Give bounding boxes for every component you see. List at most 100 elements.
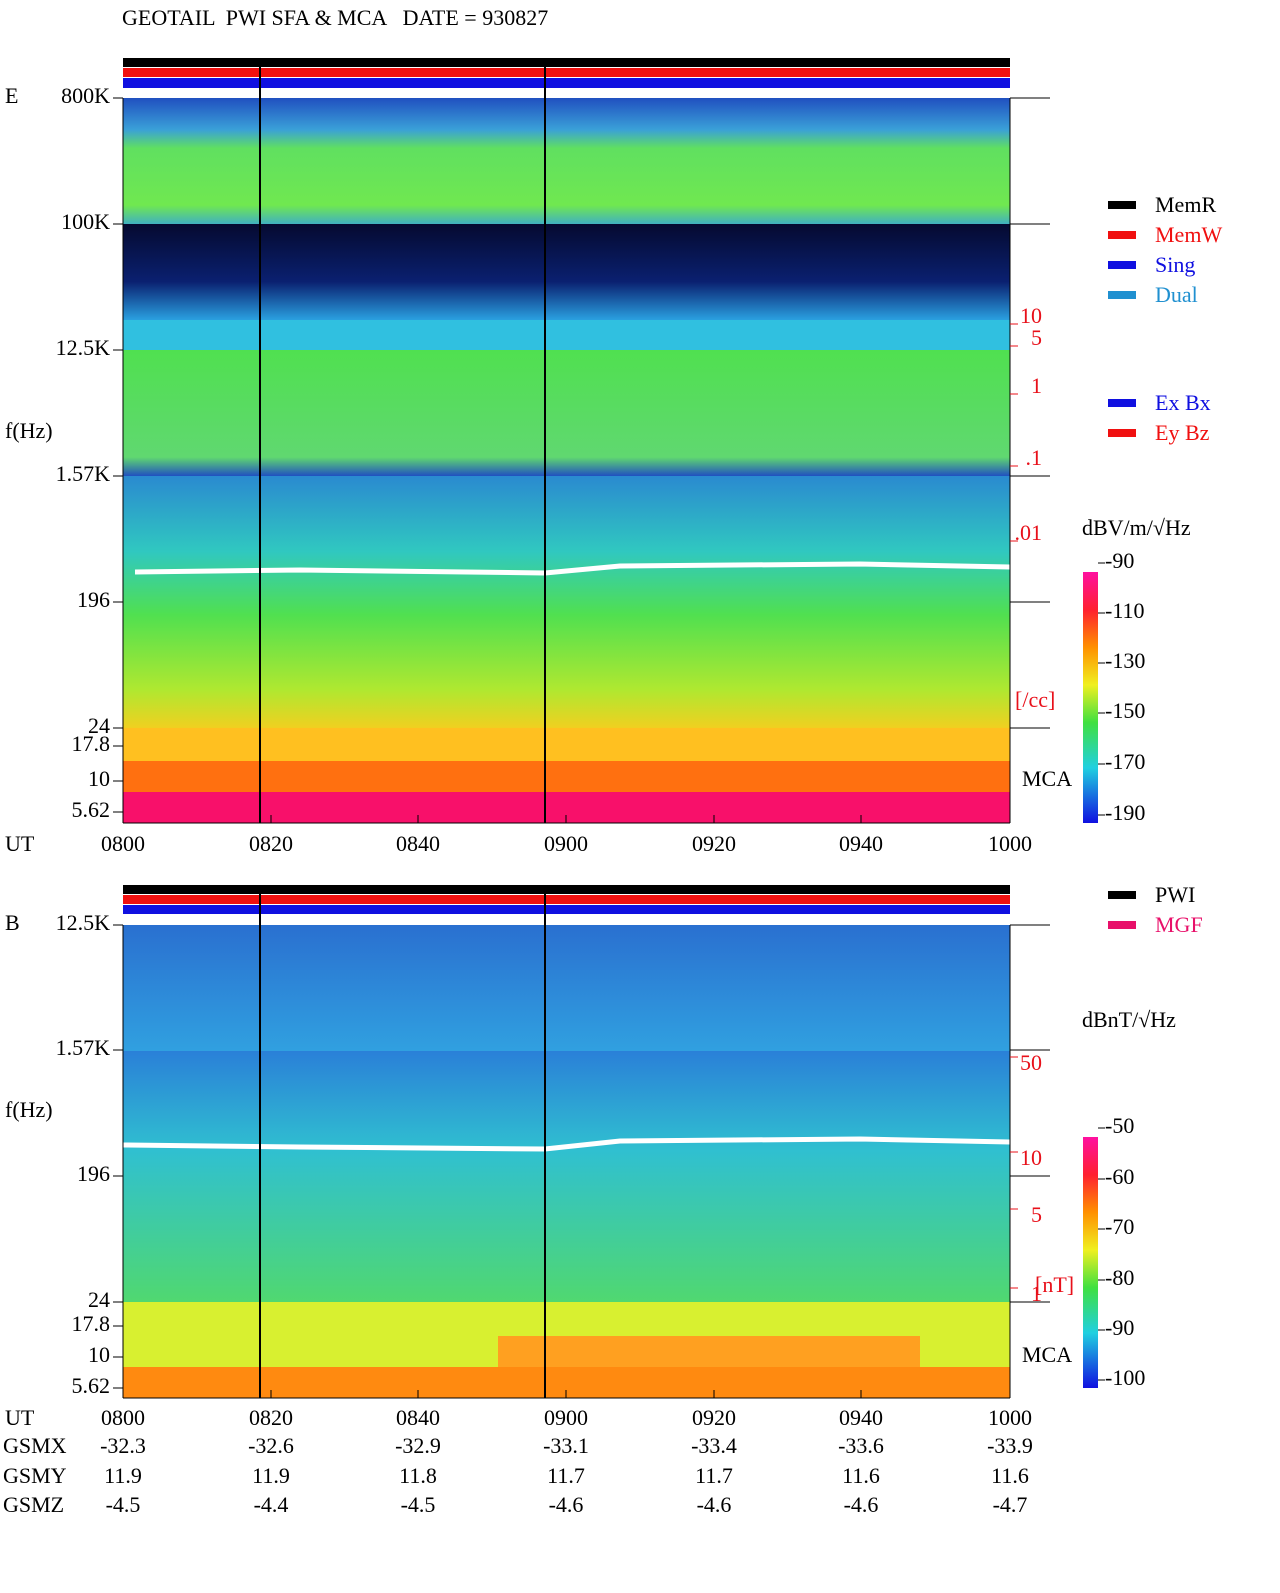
freq-label: 800K [61, 83, 110, 108]
mca-label: MCA [1022, 1342, 1072, 1367]
density-tick-label: .1 [1026, 445, 1043, 470]
legend-swatch [1108, 291, 1136, 299]
freq-label: 1.57K [56, 461, 111, 486]
spectrogram-band [1083, 572, 1098, 823]
time-label: UT [5, 1405, 35, 1430]
mca-label: MCA [1022, 766, 1072, 791]
component-label: Ex Bx [1155, 390, 1211, 415]
trace-line [122, 1136, 1011, 1152]
orbit-value: -32.6 [248, 1433, 294, 1458]
orbit-value: -4.6 [697, 1492, 732, 1517]
freq-label: 17.8 [72, 731, 111, 756]
axis-label: f(Hz) [5, 1097, 53, 1122]
orbit-value: -4.6 [844, 1492, 879, 1517]
freq-label: 24 [88, 713, 110, 738]
colorbar-unit: dBnT/√Hz [1082, 1007, 1176, 1032]
spectrogram-band [123, 98, 1010, 224]
orbit-value: -4.5 [106, 1492, 141, 1517]
freq-label: 5.62 [72, 1373, 111, 1398]
orbit-value: 11.7 [547, 1463, 585, 1488]
legend-label: MemR [1155, 192, 1216, 217]
freq-label: 10 [88, 1342, 110, 1367]
component-label: Ey Bz [1155, 420, 1210, 445]
colorbar-label: -80 [1105, 1265, 1134, 1290]
orbit-value: -4.7 [993, 1492, 1028, 1517]
colorbar-label: -130 [1105, 648, 1145, 673]
orbit-label: GSMY [3, 1463, 67, 1488]
orbit-value: 11.8 [399, 1463, 437, 1488]
density-tick-label: 1 [1031, 373, 1042, 398]
legend-swatch [1108, 231, 1136, 239]
panel-label: E [5, 83, 18, 108]
legend-swatch [1108, 399, 1136, 407]
spectrogram-band [123, 905, 1010, 914]
orbit-value: 11.9 [252, 1463, 290, 1488]
orbit-value: -4.5 [401, 1492, 436, 1517]
legend-label: Dual [1155, 282, 1198, 307]
time-tick-label: 1000 [988, 831, 1032, 856]
field-tick-label: 50 [1020, 1050, 1042, 1075]
freq-label: 100K [61, 209, 110, 234]
colorbar-label: -190 [1105, 800, 1145, 825]
colorbar-label: -70 [1105, 1214, 1134, 1239]
spectrogram-band [123, 728, 1010, 761]
field-tick-label: 5 [1031, 1202, 1042, 1227]
field-tick-label: 1 [1031, 1281, 1042, 1306]
freq-label: 1.57K [56, 1035, 111, 1060]
colorbar-label: -100 [1105, 1365, 1145, 1390]
freq-label: 12.5K [56, 335, 111, 360]
density-unit: [/cc] [1015, 687, 1055, 712]
orbit-value: -33.6 [838, 1433, 884, 1458]
spectrogram-band [123, 78, 1010, 88]
colorbar-label: -60 [1105, 1164, 1134, 1189]
time-tick-label: 0840 [396, 1405, 440, 1430]
colorbar-label: -90 [1105, 1315, 1134, 1340]
legend-swatch [1108, 891, 1136, 899]
colorbar-label: -150 [1105, 698, 1145, 723]
time-tick-label: 0920 [692, 831, 736, 856]
freq-label: 196 [77, 587, 110, 612]
spectrogram-band [123, 1051, 1010, 1302]
colorbar-label: -110 [1105, 598, 1145, 623]
density-tick-label: 5 [1031, 325, 1042, 350]
legend-label: PWI [1155, 882, 1195, 907]
time-tick-label: 0840 [396, 831, 440, 856]
spectrogram-band [123, 58, 1010, 67]
colorbar-unit: dBV/m/√Hz [1082, 515, 1191, 540]
time-tick-label: 0800 [101, 1405, 145, 1430]
legend-label: MemW [1155, 222, 1222, 247]
trace-line [134, 561, 1011, 576]
colorbar-label: -50 [1105, 1113, 1134, 1138]
orbit-value: -33.1 [543, 1433, 589, 1458]
orbit-value: -32.3 [100, 1433, 146, 1458]
freq-label: 12.5K [56, 910, 111, 935]
density-tick-label: .01 [1015, 520, 1043, 545]
freq-label: 17.8 [72, 1311, 111, 1336]
orbit-value: -4.4 [254, 1492, 289, 1517]
orbit-value: 11.6 [842, 1463, 880, 1488]
orbit-value: 11.9 [104, 1463, 142, 1488]
orbit-value: -33.9 [987, 1433, 1033, 1458]
time-tick-label: 0940 [839, 1405, 883, 1430]
freq-label: 10 [88, 766, 110, 791]
time-tick-label: 0820 [249, 1405, 293, 1430]
spectrogram-band [123, 895, 1010, 904]
freq-label: 24 [88, 1287, 110, 1312]
time-tick-label: 0940 [839, 831, 883, 856]
freq-label: 196 [77, 1161, 110, 1186]
spectrogram-band [123, 885, 1010, 894]
legend-label: Sing [1155, 252, 1195, 277]
orbit-value: -4.6 [549, 1492, 584, 1517]
legend-swatch [1108, 921, 1136, 929]
spectrogram-band [123, 925, 1010, 1051]
panel-label: B [5, 910, 20, 935]
spectrogram-band [498, 1336, 920, 1367]
spectrogram-band [123, 68, 1010, 77]
time-tick-label: 0820 [249, 831, 293, 856]
spectrogram-band [123, 476, 1010, 728]
legend-swatch [1108, 201, 1136, 209]
legend-label: MGF [1155, 912, 1203, 937]
freq-label: 5.62 [72, 797, 111, 822]
orbit-label: GSMZ [3, 1492, 64, 1517]
